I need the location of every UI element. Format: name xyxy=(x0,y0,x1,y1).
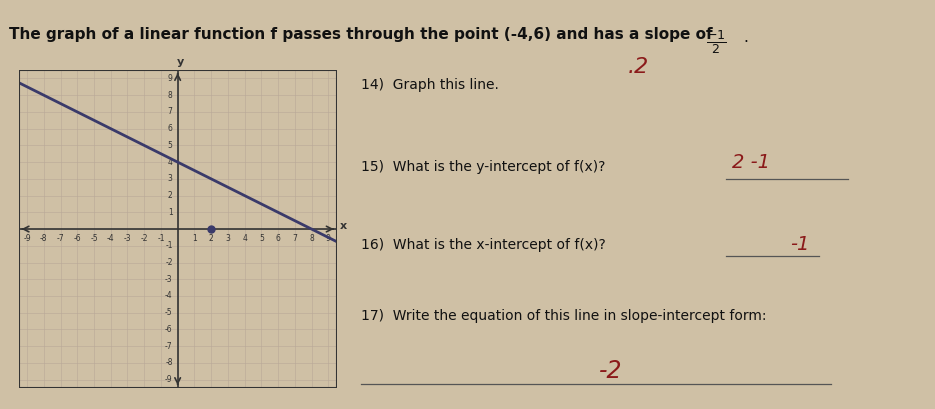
Text: -5: -5 xyxy=(90,234,98,243)
Text: -7: -7 xyxy=(57,234,65,243)
Text: 2: 2 xyxy=(209,234,213,243)
Text: 1: 1 xyxy=(192,234,196,243)
Text: 5: 5 xyxy=(167,141,173,150)
Text: -2: -2 xyxy=(140,234,148,243)
Text: -1: -1 xyxy=(165,241,173,250)
Text: 1: 1 xyxy=(168,208,173,217)
Text: 8: 8 xyxy=(309,234,314,243)
Text: 8: 8 xyxy=(168,91,173,100)
Text: -1: -1 xyxy=(790,235,810,254)
Text: -9: -9 xyxy=(23,234,31,243)
Text: 4: 4 xyxy=(167,157,173,166)
Text: 9: 9 xyxy=(167,74,173,83)
Text: .2: .2 xyxy=(627,57,649,77)
Text: 7: 7 xyxy=(293,234,297,243)
Text: -1: -1 xyxy=(157,234,165,243)
Text: 7: 7 xyxy=(167,108,173,117)
Text: $\frac{-1}{2}$: $\frac{-1}{2}$ xyxy=(706,29,726,56)
Text: 3: 3 xyxy=(225,234,230,243)
Text: -8: -8 xyxy=(165,358,173,367)
Text: .: . xyxy=(743,30,748,45)
Text: -3: -3 xyxy=(165,275,173,284)
Text: -5: -5 xyxy=(165,308,173,317)
Text: The graph of a linear function f passes through the point (-4,6) and has a slope: The graph of a linear function f passes … xyxy=(9,27,718,42)
Text: 3: 3 xyxy=(167,174,173,183)
Text: 9: 9 xyxy=(325,234,331,243)
Text: 16)  What is the x-intercept of f(x)?: 16) What is the x-intercept of f(x)? xyxy=(361,238,606,252)
Text: 6: 6 xyxy=(167,124,173,133)
Text: -6: -6 xyxy=(165,325,173,334)
Text: 5: 5 xyxy=(259,234,264,243)
Text: 4: 4 xyxy=(242,234,247,243)
Text: 14)  Graph this line.: 14) Graph this line. xyxy=(361,78,499,92)
Text: 2: 2 xyxy=(168,191,173,200)
Text: -9: -9 xyxy=(165,375,173,384)
Text: -2: -2 xyxy=(598,359,623,383)
Text: -6: -6 xyxy=(74,234,81,243)
Text: y: y xyxy=(177,57,184,67)
Text: x: x xyxy=(340,221,347,231)
Text: 15)  What is the y-intercept of f(x)?: 15) What is the y-intercept of f(x)? xyxy=(361,160,606,174)
Text: -2: -2 xyxy=(165,258,173,267)
Text: 17)  Write the equation of this line in slope-intercept form:: 17) Write the equation of this line in s… xyxy=(361,309,767,324)
Text: -8: -8 xyxy=(40,234,48,243)
Text: 2 -1: 2 -1 xyxy=(732,153,770,172)
Text: -4: -4 xyxy=(165,292,173,301)
Text: -4: -4 xyxy=(107,234,114,243)
Text: -3: -3 xyxy=(123,234,131,243)
Text: 6: 6 xyxy=(276,234,280,243)
Text: -7: -7 xyxy=(165,342,173,351)
